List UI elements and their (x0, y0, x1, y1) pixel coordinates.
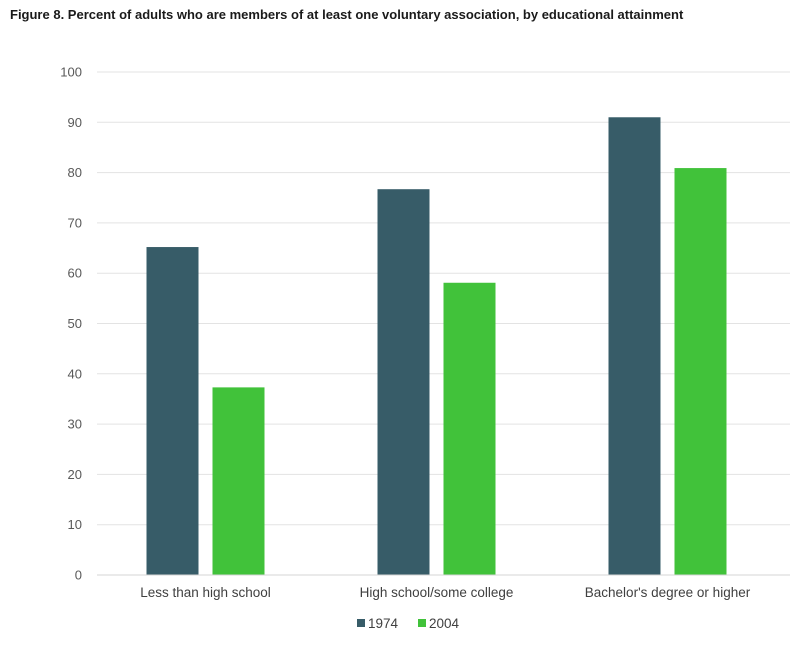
legend-label-2004: 2004 (429, 616, 460, 631)
bar-2004-3 (674, 168, 727, 575)
legend-swatch-1974 (357, 619, 365, 627)
y-tick-label: 60 (68, 266, 82, 281)
bar-1974-2 (377, 189, 430, 575)
y-tick-label: 50 (68, 316, 82, 331)
y-tick-label: 10 (68, 517, 82, 532)
y-tick-label: 70 (68, 215, 82, 230)
bar-1974-1 (146, 247, 199, 575)
x-category-label: Bachelor's degree or higher (585, 585, 751, 600)
bar-2004-2 (443, 282, 496, 575)
bar-1974-3 (608, 117, 661, 576)
x-category-label: High school/some college (360, 585, 514, 600)
chart-title: Figure 8. Percent of adults who are memb… (10, 7, 684, 22)
legend-label-1974: 1974 (368, 616, 399, 631)
bars (146, 117, 727, 576)
y-tick-label: 80 (68, 165, 82, 180)
y-tick-label: 30 (68, 417, 82, 432)
y-tick-label: 100 (60, 65, 82, 80)
legend-swatch-2004 (418, 619, 426, 627)
bar-2004-1 (212, 387, 265, 575)
x-category-label: Less than high school (140, 585, 271, 600)
legend: 1974 2004 (357, 616, 460, 631)
x-axis-categories: Less than high school High school/some co… (140, 585, 751, 600)
y-axis-ticks: 0 10 20 30 40 50 60 70 80 90 100 (60, 65, 82, 583)
y-tick-label: 0 (75, 568, 82, 583)
y-tick-label: 40 (68, 366, 82, 381)
y-tick-label: 20 (68, 467, 82, 482)
y-tick-label: 90 (68, 115, 82, 130)
